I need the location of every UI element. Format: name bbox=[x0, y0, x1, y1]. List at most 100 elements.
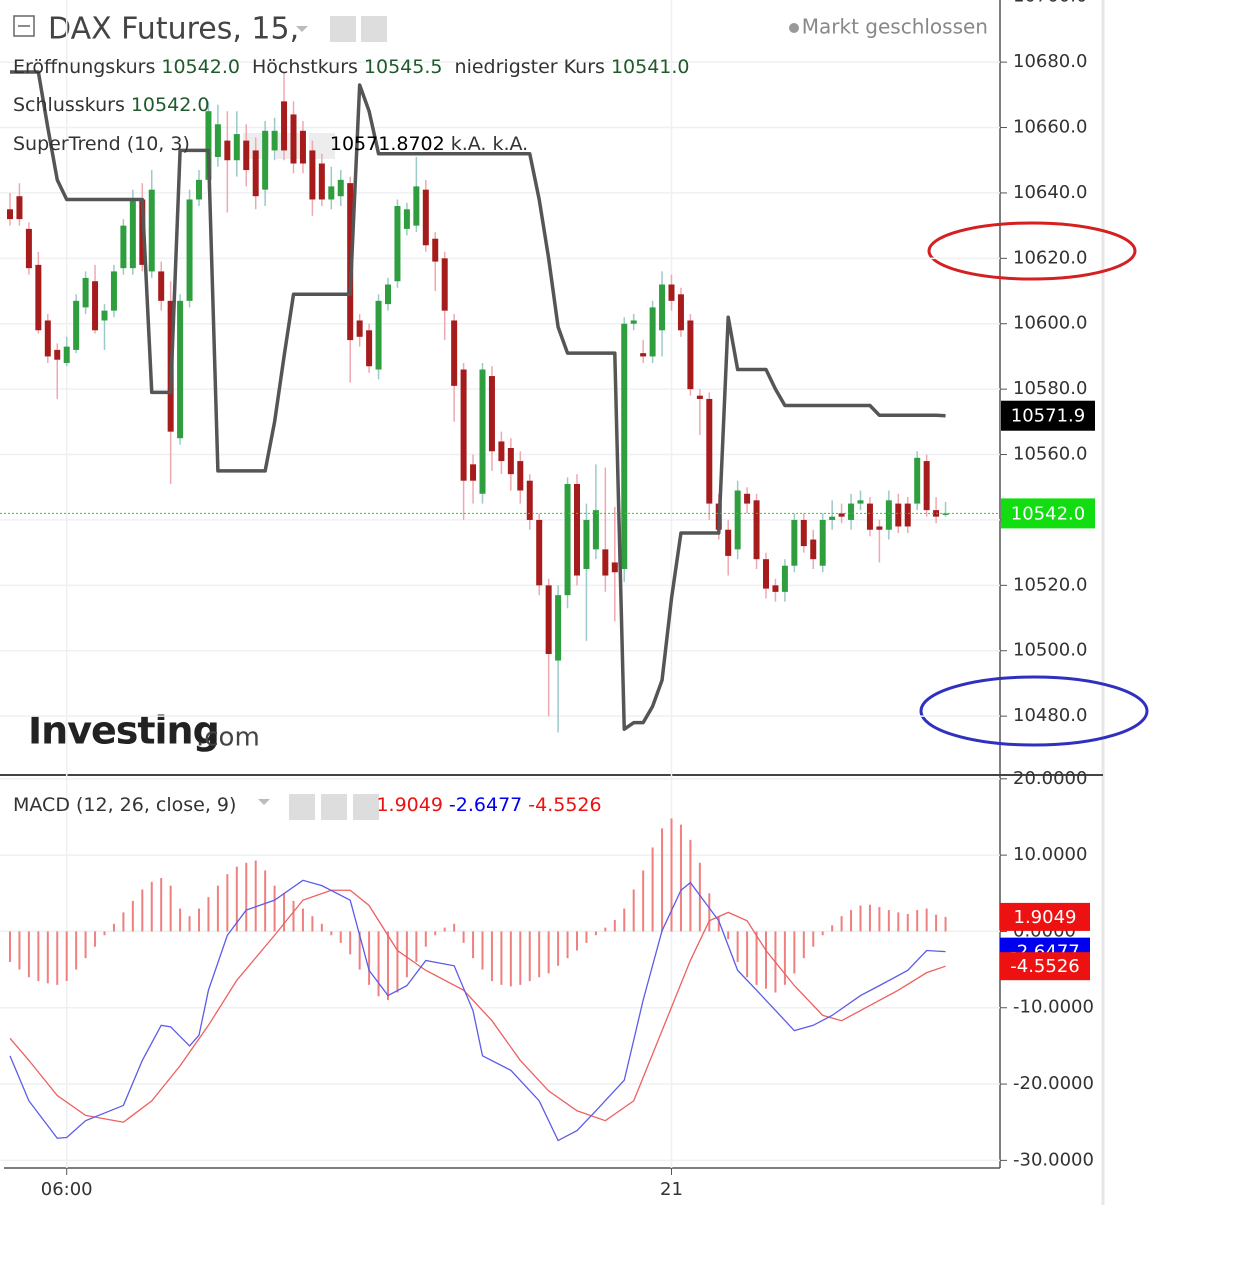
supertrend-line bbox=[10, 70, 946, 731]
legend-value: 10571.8702 bbox=[329, 133, 445, 155]
candle-body bbox=[923, 461, 930, 511]
candle-body bbox=[942, 513, 949, 515]
ohlc-legend: Eröffnungskurs 10542.0 Höchstkurs 10545.5 … bbox=[13, 56, 696, 78]
candle-body bbox=[677, 294, 684, 331]
candle-body bbox=[564, 483, 571, 596]
collapse-icon[interactable] bbox=[13, 15, 35, 37]
legend-value: 10545.5 bbox=[363, 56, 443, 78]
settings-icon[interactable] bbox=[276, 133, 302, 159]
candle-body bbox=[148, 189, 155, 272]
signal-line bbox=[9, 889, 946, 1123]
candle-body bbox=[848, 503, 855, 520]
y-tick-label: 20.0000 bbox=[1013, 768, 1087, 789]
candle-body bbox=[196, 179, 202, 200]
candle-body bbox=[205, 111, 212, 180]
market-status: Markt geschlossen bbox=[802, 15, 988, 39]
macd-line bbox=[9, 879, 946, 1142]
candle-body bbox=[101, 310, 108, 321]
candle-body bbox=[422, 189, 429, 246]
legend-value: 10542.0 bbox=[130, 94, 210, 116]
candle-body bbox=[488, 376, 495, 452]
candle-body bbox=[110, 271, 117, 311]
visibility-icon[interactable] bbox=[289, 794, 315, 820]
candle-body bbox=[725, 529, 732, 556]
candle-body bbox=[781, 565, 788, 592]
candle-body bbox=[829, 516, 836, 520]
candle-body bbox=[819, 519, 826, 566]
candle-body bbox=[262, 130, 269, 190]
candle-body bbox=[299, 130, 306, 164]
candle-body bbox=[763, 559, 769, 589]
candle-body bbox=[857, 500, 864, 504]
y-tick-label: 10660.0 bbox=[1013, 117, 1087, 138]
remove-icon[interactable] bbox=[353, 794, 379, 820]
candle-body bbox=[451, 320, 458, 386]
candle-body bbox=[243, 140, 250, 171]
candle-body bbox=[876, 526, 883, 530]
watermark-suffix: .com bbox=[196, 723, 260, 753]
candle-body bbox=[734, 490, 741, 550]
candle-body bbox=[574, 483, 580, 576]
chart-title: DAX Futures, 15, bbox=[48, 12, 299, 47]
candle-body bbox=[460, 369, 467, 481]
candle-body bbox=[92, 281, 99, 331]
candle-body bbox=[640, 353, 647, 357]
settings-icon[interactable] bbox=[321, 794, 347, 820]
candle-body bbox=[214, 124, 221, 157]
candle-body bbox=[555, 595, 562, 661]
candle-body bbox=[271, 130, 278, 151]
value-badge-label: -4.5526 bbox=[1010, 956, 1079, 977]
visibility-icon[interactable] bbox=[330, 16, 356, 42]
candle-body bbox=[649, 307, 656, 357]
legend-name: Eröffnungskurs bbox=[13, 56, 156, 78]
candle-body bbox=[186, 199, 193, 301]
y-tick-label: 10480.0 bbox=[1013, 705, 1087, 726]
candle-body bbox=[810, 539, 817, 560]
y-tick-label: -30.0000 bbox=[1013, 1149, 1094, 1170]
candle-body bbox=[82, 277, 89, 308]
dropdown-icon[interactable] bbox=[258, 799, 270, 805]
price-badge bbox=[1001, 498, 1095, 529]
candle-body bbox=[687, 320, 694, 390]
candle-body bbox=[517, 461, 524, 491]
candle-body bbox=[328, 186, 335, 200]
candle-body bbox=[177, 300, 184, 439]
y-tick-label: -20.0000 bbox=[1013, 1073, 1094, 1094]
dropdown-icon[interactable] bbox=[296, 26, 308, 32]
candle-body bbox=[356, 320, 363, 337]
y-tick-label: 10640.0 bbox=[1013, 182, 1087, 203]
candle-body bbox=[611, 562, 618, 573]
candle-body bbox=[772, 585, 779, 592]
candle-body bbox=[25, 228, 32, 269]
legend-value: -2.6477 bbox=[448, 794, 523, 816]
candle-body bbox=[54, 349, 61, 360]
value-badge-label: 1.9049 bbox=[1014, 907, 1077, 928]
legend-name: MACD (12, 26, close, 9) bbox=[13, 794, 237, 816]
candle-body bbox=[866, 503, 873, 530]
legend-value: 10542.0 bbox=[161, 56, 240, 78]
candle-body bbox=[63, 346, 70, 363]
candle-body bbox=[35, 264, 42, 331]
candle-body bbox=[470, 464, 477, 481]
candle-body bbox=[432, 238, 439, 262]
candle-body bbox=[413, 186, 420, 226]
y-tick-label: -10.0000 bbox=[1013, 997, 1094, 1018]
candle-body bbox=[706, 398, 713, 504]
candle-body bbox=[44, 320, 51, 357]
y-tick-label: 10560.0 bbox=[1013, 444, 1087, 465]
candle-body bbox=[158, 271, 165, 301]
legend-name: Höchstkurs bbox=[252, 56, 358, 78]
x-tick-label: 06:00 bbox=[41, 1179, 93, 1200]
settings-icon[interactable] bbox=[361, 16, 387, 42]
candle-body bbox=[659, 284, 666, 331]
candle-body bbox=[507, 447, 514, 475]
candle-body bbox=[545, 585, 552, 655]
candle-body bbox=[403, 209, 410, 229]
legend-value: 1.9049 bbox=[376, 794, 443, 816]
ohlc-legend: Schlusskurs 10542.0 bbox=[13, 94, 215, 116]
y-tick-label: 10680.0 bbox=[1013, 51, 1087, 72]
y-tick-label: 10500.0 bbox=[1013, 640, 1087, 661]
candle-body bbox=[592, 510, 599, 550]
